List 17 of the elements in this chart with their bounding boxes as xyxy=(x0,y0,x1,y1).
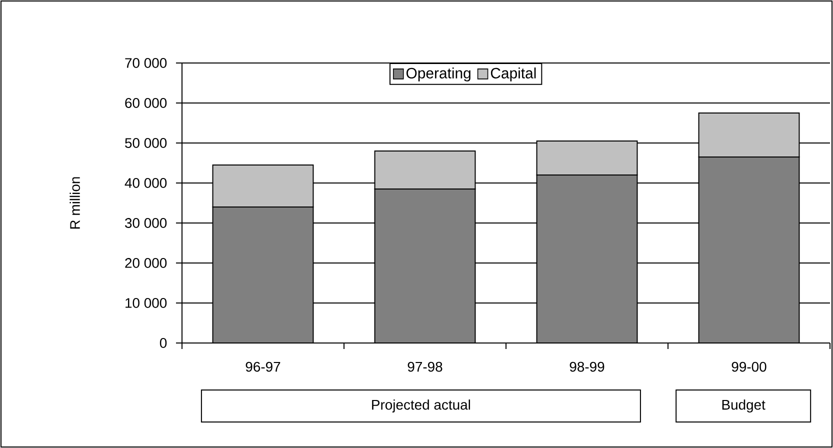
y-tick-label: 20 000 xyxy=(125,258,167,268)
legend-label: Operating xyxy=(406,67,470,82)
y-tick-label: 0 xyxy=(160,338,167,348)
y-tick-label: 10 000 xyxy=(126,298,167,308)
y-tick-label: 70 000 xyxy=(125,58,167,68)
y-tick-label: 40 000 xyxy=(124,178,167,188)
x-tick-label: 96-97 xyxy=(246,362,280,372)
y-tick-label: 30 000 xyxy=(125,218,167,228)
legend-label: Capital xyxy=(490,67,536,82)
x-tick-label: 99-00 xyxy=(732,362,766,372)
y-tick-label: 60 000 xyxy=(125,98,167,108)
y-axis-title: R million xyxy=(70,177,80,229)
text: Budget xyxy=(722,400,766,412)
x-tick-label: 98-99 xyxy=(570,362,604,372)
y-tick-label: 50 000 xyxy=(125,138,167,148)
text: Projected actual xyxy=(372,400,470,412)
x-tick-label: 97-98 xyxy=(408,362,442,372)
